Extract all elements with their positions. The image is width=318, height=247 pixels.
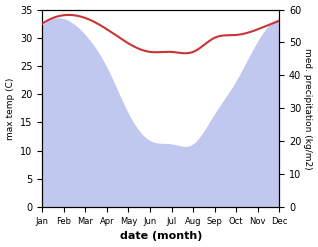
Y-axis label: max temp (C): max temp (C) (5, 77, 15, 140)
X-axis label: date (month): date (month) (120, 231, 202, 242)
Y-axis label: med. precipitation (kg/m2): med. precipitation (kg/m2) (303, 48, 313, 169)
